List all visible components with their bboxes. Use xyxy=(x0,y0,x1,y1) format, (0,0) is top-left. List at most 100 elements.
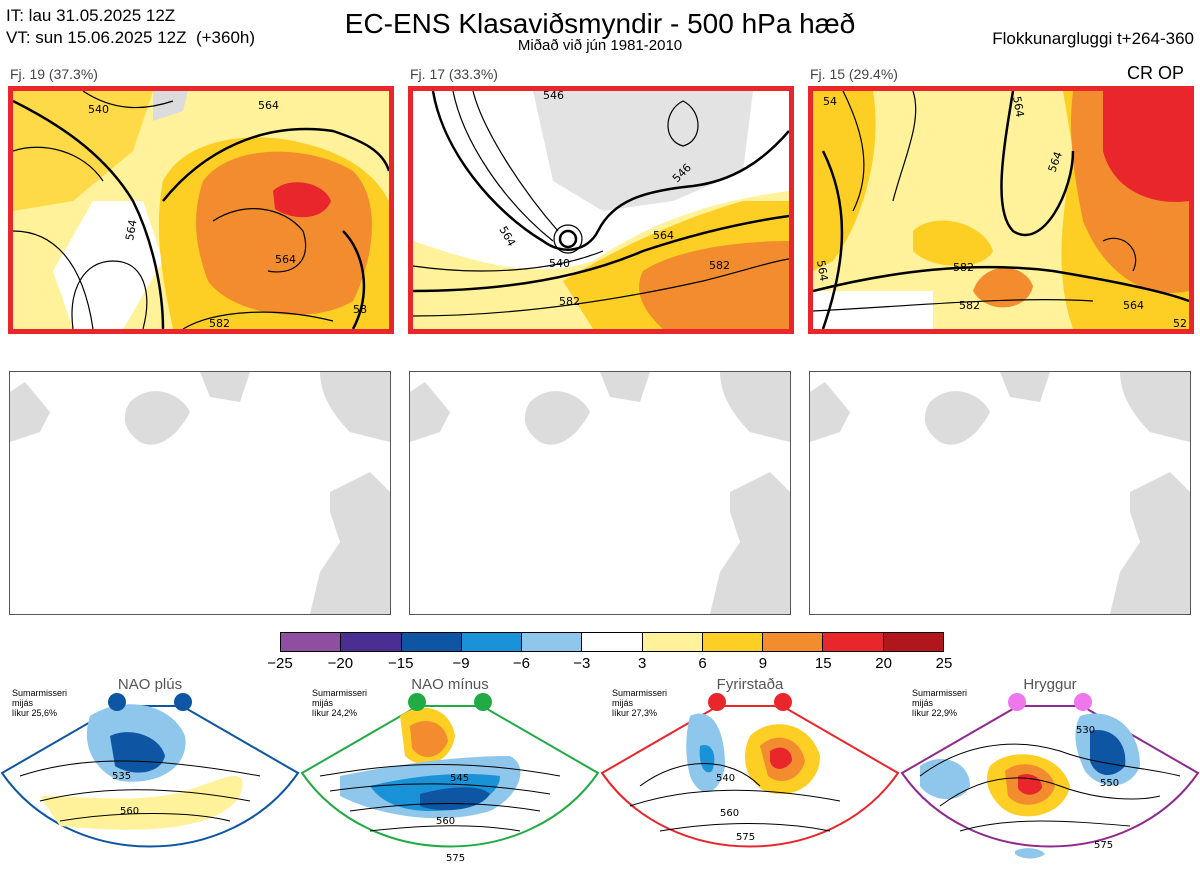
regime-nao-minus-map: 545 560 575 xyxy=(300,693,600,864)
contour-label: 560 xyxy=(436,816,455,827)
contour-label: 550 xyxy=(1100,778,1119,789)
regime-title: Fyrirstaða xyxy=(716,676,784,693)
contour-label: 582 xyxy=(559,295,580,308)
regime-marker-2 xyxy=(474,693,492,711)
contour-label: 582 xyxy=(953,261,974,274)
regime-ridge[interactable]: 530 550 575 Hryggur Sumarmisseri mijás l… xyxy=(900,676,1200,871)
regime-marker-1 xyxy=(108,693,126,711)
colorbar-segment xyxy=(763,633,824,651)
regime-marker-2 xyxy=(774,693,792,711)
regime-probability: líkur 25,6% xyxy=(12,708,58,718)
regime-period: mijás xyxy=(312,698,334,708)
init-time: IT: lau 31.05.2025 12Z xyxy=(6,6,176,25)
colorbar-segment xyxy=(281,633,342,651)
regime-nao-plus-map: 535 560 xyxy=(0,693,300,848)
page-title: EC-ENS Klasaviðsmyndir - 500 hPa hæð xyxy=(344,8,856,39)
contour-label: 535 xyxy=(112,771,131,782)
contour-label: 52 xyxy=(1173,317,1187,329)
colorbar-tick: 25 xyxy=(935,655,953,672)
contour-label: 560 xyxy=(720,808,739,819)
contour-label: 540 xyxy=(549,257,570,270)
regime-title: NAO plús xyxy=(117,676,183,693)
regime-period: mijás xyxy=(12,698,34,708)
crop-label: CR OP xyxy=(1126,63,1184,83)
contour-label: 575 xyxy=(1094,840,1113,851)
regime-period: mijás xyxy=(612,698,634,708)
colorbar-segment xyxy=(401,633,462,651)
colorbar-tick: 6 xyxy=(698,655,707,672)
colorbar-tick: −15 xyxy=(387,655,414,672)
base-map-1 xyxy=(10,372,390,614)
contour-label: 58 xyxy=(353,303,367,316)
cluster-3-map[interactable]: 564 54 564 582 564 564 52 582 xyxy=(808,86,1194,334)
base-map-3 xyxy=(810,372,1190,614)
cluster-2-map[interactable]: 546 546 564 564 540 582 582 xyxy=(408,86,794,334)
empty-map-3 xyxy=(809,371,1191,615)
cluster-3-anomaly-field: 564 54 564 582 564 564 52 582 xyxy=(813,91,1189,329)
empty-map-2 xyxy=(409,371,791,615)
cluster-1-anomaly-field: 540 564 564 564 582 58 xyxy=(13,91,389,329)
contour-label: 564 xyxy=(1123,299,1144,312)
regime-ridge-map: 530 550 575 xyxy=(900,693,1200,859)
regime-season: Sumarmisseri xyxy=(312,688,368,698)
contour-label: 582 xyxy=(209,317,230,329)
climatology-note: Miðað við jún 1981-2010 xyxy=(517,37,683,54)
regime-title: NAO mínus xyxy=(411,676,489,693)
classification-window: Flokkunargluggi t+264-360 xyxy=(992,29,1194,48)
regime-season: Sumarmisseri xyxy=(912,688,968,698)
colorbar-segment xyxy=(341,633,402,651)
contour-label: 546 xyxy=(543,91,564,102)
colorbar-segment xyxy=(883,633,943,651)
regime-probability: líkur 24,2% xyxy=(312,708,358,718)
colorbar-segment xyxy=(702,633,764,651)
regime-season: Sumarmisseri xyxy=(12,688,68,698)
contour-label: 564 xyxy=(653,229,674,242)
regime-probability: líkur 27,3% xyxy=(612,708,658,718)
colorbar-tick: −20 xyxy=(327,655,354,672)
contour-label: 54 xyxy=(823,95,837,108)
colorbar-tick: 9 xyxy=(758,655,768,672)
regime-marker-1 xyxy=(708,693,726,711)
regime-probability: líkur 22,9% xyxy=(912,708,958,718)
regime-season: Sumarmisseri xyxy=(612,688,668,698)
colorbar-segment xyxy=(823,633,884,651)
colorbar xyxy=(280,632,944,652)
empty-map-1 xyxy=(9,371,391,615)
colorbar-tick: −6 xyxy=(512,655,530,672)
contour-label: 540 xyxy=(716,773,735,784)
regime-nao-plus[interactable]: 535 560 NAO plús Sumarmisseri mijás líku… xyxy=(0,676,300,871)
colorbar-tick: 3 xyxy=(638,655,647,672)
contour-label: 564 xyxy=(814,259,830,282)
colorbar-tick: 15 xyxy=(814,655,832,672)
regime-blocking-map: 540 560 575 xyxy=(600,693,900,848)
cluster-1-map[interactable]: 540 564 564 564 582 58 xyxy=(8,86,394,334)
colorbar-segment xyxy=(642,633,703,651)
colorbar-tick: −25 xyxy=(267,655,293,672)
regime-period: mijás xyxy=(912,698,934,708)
regime-info: Sumarmisseri mijás líkur 25,6% xyxy=(12,688,67,718)
valid-time: VT: sun 15.06.2025 12Z (+360h) xyxy=(6,28,256,47)
colorbar-segment xyxy=(582,633,643,651)
regime-blocking[interactable]: 540 560 575 Fyrirstaða Sumarmisseri mijá… xyxy=(600,676,900,871)
contour-label: 582 xyxy=(709,259,730,272)
regime-marker-1 xyxy=(408,693,426,711)
cluster-2-label: Fj. 17 (33.3%) xyxy=(410,66,498,82)
cluster-2-anomaly-field: 546 546 564 564 540 582 582 xyxy=(413,91,789,329)
contour-label: 582 xyxy=(959,299,980,312)
regime-info: Sumarmisseri mijás líkur 27,3% xyxy=(612,688,667,718)
contour-label: 564 xyxy=(258,99,279,112)
colorbar-tick: 20 xyxy=(875,655,892,672)
contour-label: 564 xyxy=(123,219,139,242)
regime-info: Sumarmisseri mijás líkur 22,9% xyxy=(912,688,967,718)
contour-label: 530 xyxy=(1076,725,1095,736)
regime-nao-minus[interactable]: 545 560 575 NAO mínus Sumarmisseri mijás… xyxy=(300,676,600,871)
contour-label: 545 xyxy=(450,773,469,784)
colorbar-segment xyxy=(522,633,583,651)
cluster-1-label: Fj. 19 (37.3%) xyxy=(10,66,98,82)
regime-marker-1 xyxy=(1008,693,1026,711)
regime-info: Sumarmisseri mijás líkur 24,2% xyxy=(312,688,367,718)
regime-marker-2 xyxy=(174,693,192,711)
regime-marker-2 xyxy=(1074,693,1092,711)
colorbar-tick: −9 xyxy=(452,655,470,672)
cluster-3-label: Fj. 15 (29.4%) xyxy=(810,66,898,82)
